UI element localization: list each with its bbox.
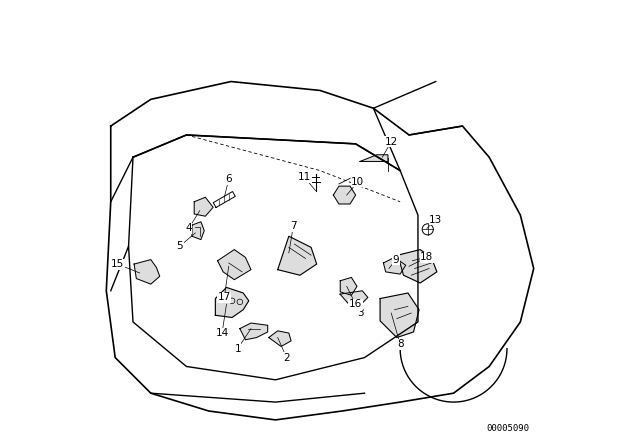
Text: 00005090: 00005090 bbox=[486, 424, 529, 433]
Polygon shape bbox=[380, 293, 419, 337]
Text: 10: 10 bbox=[351, 177, 364, 187]
Text: 11: 11 bbox=[298, 172, 311, 182]
Text: 12: 12 bbox=[385, 137, 398, 146]
Polygon shape bbox=[218, 250, 251, 280]
Text: 1: 1 bbox=[234, 344, 241, 353]
Text: 3: 3 bbox=[356, 308, 364, 318]
Text: 8: 8 bbox=[397, 339, 403, 349]
Polygon shape bbox=[216, 288, 249, 318]
Text: 6: 6 bbox=[225, 174, 232, 185]
Polygon shape bbox=[398, 250, 437, 283]
Polygon shape bbox=[278, 236, 317, 275]
Polygon shape bbox=[192, 222, 204, 240]
Polygon shape bbox=[134, 260, 160, 284]
Text: 14: 14 bbox=[216, 328, 228, 338]
Text: 7: 7 bbox=[290, 221, 296, 231]
Text: 16: 16 bbox=[349, 299, 362, 309]
Polygon shape bbox=[340, 277, 357, 295]
Text: 5: 5 bbox=[177, 241, 183, 251]
Text: 15: 15 bbox=[111, 259, 124, 269]
Text: 13: 13 bbox=[429, 215, 442, 224]
Polygon shape bbox=[269, 331, 291, 346]
Polygon shape bbox=[340, 291, 368, 305]
Polygon shape bbox=[240, 323, 268, 340]
Text: 4: 4 bbox=[186, 224, 192, 233]
Text: 17: 17 bbox=[218, 293, 231, 302]
Polygon shape bbox=[383, 258, 406, 274]
Text: 9: 9 bbox=[392, 254, 399, 265]
Text: 18: 18 bbox=[420, 252, 433, 263]
Polygon shape bbox=[333, 186, 356, 204]
Polygon shape bbox=[360, 155, 388, 161]
Text: 2: 2 bbox=[284, 353, 290, 362]
Polygon shape bbox=[194, 197, 213, 216]
